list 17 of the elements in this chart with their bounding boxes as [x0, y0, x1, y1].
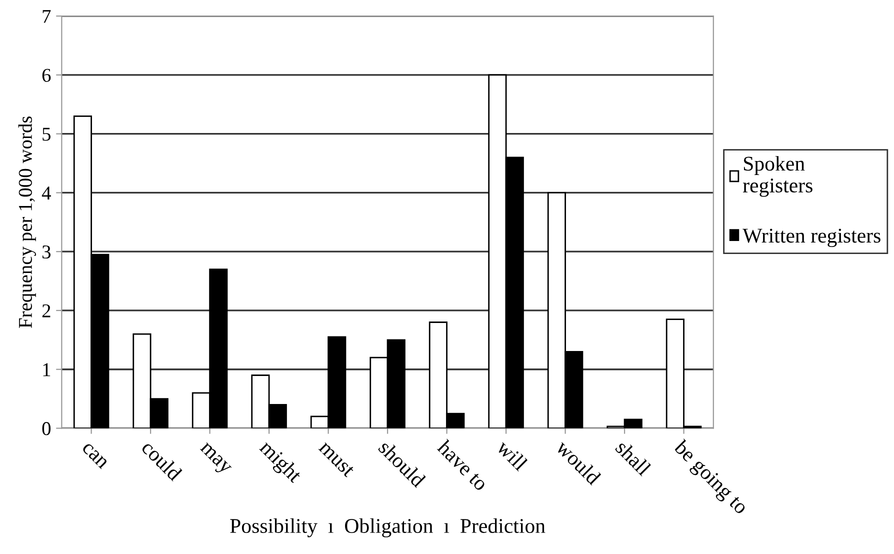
y-tick-label: 5 — [42, 128, 51, 141]
legend-label: Spoken registers — [742, 156, 812, 197]
x-tick-label: can — [82, 442, 108, 470]
x-tick-label: shall — [614, 439, 652, 477]
y-tick-label: 4 — [42, 186, 51, 200]
x-tick-label: will — [496, 438, 529, 472]
legend-label: Written registers — [742, 228, 880, 248]
y-axis-title: Frequency per 1,000 words — [18, 116, 36, 328]
y-tick-label: 6 — [42, 68, 51, 82]
y-tick-label: 2 — [42, 304, 50, 318]
x-tick-label: must — [318, 440, 355, 478]
y-tick-label: 3 — [42, 245, 51, 259]
y-tick-label: 1 — [43, 363, 50, 376]
x-tick-label: may — [196, 442, 232, 478]
y-tick-label: 0 — [42, 422, 51, 436]
y-tick-label: 7 — [42, 10, 51, 23]
x-axis-title: Possibility ı Obligation ı Prediction — [230, 518, 546, 538]
